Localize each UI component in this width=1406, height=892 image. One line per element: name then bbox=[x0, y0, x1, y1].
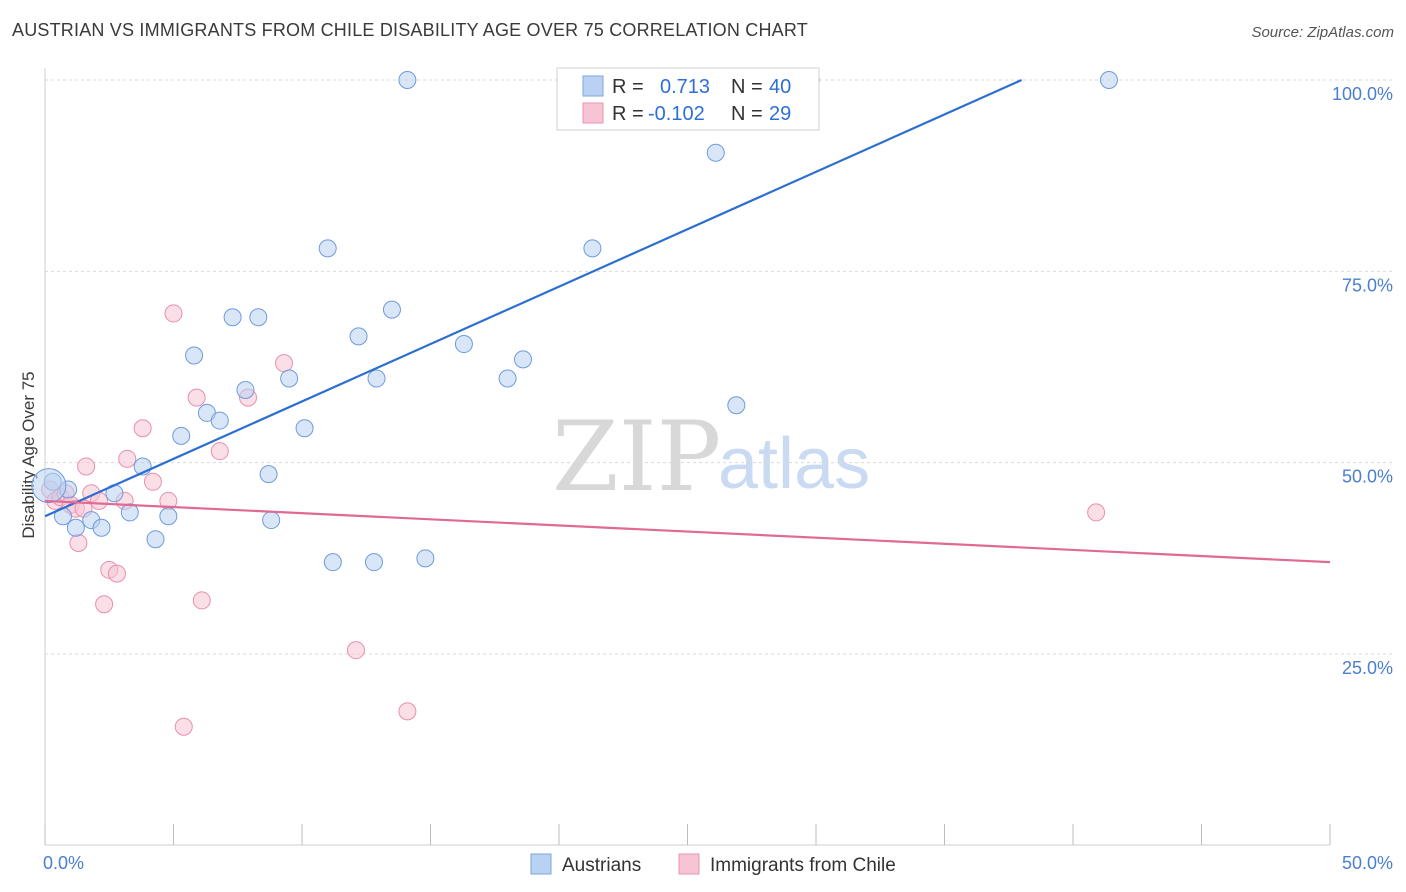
legend-swatch-austrians bbox=[582, 75, 604, 97]
legend-n-label-1: N = bbox=[731, 76, 763, 98]
bottom-legend-austrians: Austrians bbox=[562, 855, 641, 876]
bottom-legend-chile: Immigrants from Chile bbox=[710, 855, 896, 876]
data-point-austrians bbox=[416, 549, 435, 568]
data-point-austrians bbox=[727, 396, 746, 415]
data-point-chile bbox=[174, 717, 193, 736]
data-point-austrians bbox=[259, 465, 278, 484]
data-point-austrians bbox=[583, 239, 602, 258]
data-point-chile bbox=[210, 442, 229, 461]
data-point-austrians bbox=[349, 327, 368, 346]
data-point-chile bbox=[118, 449, 137, 468]
data-point-austrians bbox=[367, 369, 386, 388]
data-point-austrians bbox=[120, 503, 139, 522]
data-point-austrians bbox=[514, 350, 533, 369]
bottom-legend-swatch-chile bbox=[678, 853, 700, 875]
x-tick-label: 50.0% bbox=[1342, 853, 1393, 873]
data-point-chile bbox=[133, 419, 152, 438]
legend-r-value-1: 0.713 bbox=[660, 76, 710, 98]
data-point-austrians bbox=[249, 308, 268, 327]
data-point-austrians bbox=[398, 71, 417, 89]
data-point-austrians bbox=[262, 511, 281, 530]
y-tick-label: 100.0% bbox=[1332, 84, 1393, 104]
y-tick-label: 50.0% bbox=[1342, 467, 1393, 487]
data-point-austrians bbox=[280, 369, 299, 388]
data-point-austrians bbox=[318, 239, 337, 258]
series-legend: Austrians Immigrants from Chile bbox=[530, 853, 896, 876]
x-tick-labels: 0.0% 50.0% bbox=[43, 853, 1393, 873]
legend-r-label-2: R = bbox=[612, 103, 644, 125]
data-point-austrians bbox=[146, 530, 165, 549]
trend-line-austrians bbox=[44, 78, 1023, 518]
data-point-chile bbox=[164, 304, 183, 323]
data-point-chile bbox=[143, 472, 162, 491]
data-point-austrians bbox=[66, 518, 85, 537]
legend-n-value-1: 40 bbox=[769, 76, 791, 98]
stats-legend: R = 0.713 N = 40 R = -0.102 N = 29 bbox=[556, 67, 820, 131]
data-point-austrians bbox=[159, 507, 178, 526]
legend-r-value-2: -0.102 bbox=[648, 103, 705, 125]
bottom-legend-swatch-austrians bbox=[530, 853, 552, 875]
data-point-austrians bbox=[210, 411, 229, 430]
data-point-austrians bbox=[172, 426, 191, 445]
data-point-austrians bbox=[323, 553, 342, 572]
data-point-chile bbox=[398, 702, 417, 721]
data-point-austrians bbox=[185, 346, 204, 365]
legend-n-value-2: 29 bbox=[769, 103, 791, 125]
data-point-austrians bbox=[236, 380, 255, 399]
data-point-chile bbox=[192, 591, 211, 610]
data-point-austrians bbox=[382, 300, 401, 319]
series-austrians bbox=[31, 71, 1118, 572]
data-point-austrians bbox=[295, 419, 314, 438]
data-point-austrians-large bbox=[31, 468, 67, 504]
legend-swatch-chile bbox=[582, 102, 604, 124]
data-point-chile bbox=[275, 354, 294, 373]
legend-r-label-1: R = bbox=[612, 76, 644, 98]
axes bbox=[44, 68, 1331, 846]
gridlines bbox=[45, 79, 1393, 655]
y-axis-label: Disability Age Over 75 bbox=[19, 371, 38, 538]
data-point-austrians bbox=[1099, 71, 1118, 89]
y-tick-label: 25.0% bbox=[1342, 658, 1393, 678]
data-point-austrians bbox=[92, 518, 111, 537]
source-label: Source: ZipAtlas.com bbox=[1251, 24, 1394, 41]
x-tick-label: 0.0% bbox=[43, 853, 84, 873]
y-tick-labels: 25.0% 50.0% 75.0% 100.0% bbox=[1332, 84, 1393, 678]
data-point-austrians bbox=[498, 369, 517, 388]
trend-lines bbox=[44, 78, 1331, 564]
series-immigrants-from-chile bbox=[41, 304, 1106, 736]
data-point-austrians bbox=[706, 143, 725, 162]
data-point-austrians bbox=[223, 308, 242, 327]
data-point-chile bbox=[1087, 503, 1106, 522]
data-point-chile bbox=[77, 457, 96, 476]
watermark-zip: ZIP bbox=[552, 401, 721, 513]
data-point-chile bbox=[187, 388, 206, 407]
data-point-chile bbox=[69, 534, 88, 553]
chart-title: AUSTRIAN VS IMMIGRANTS FROM CHILE DISABI… bbox=[12, 20, 808, 40]
trend-line-chile bbox=[44, 499, 1331, 564]
y-tick-label: 75.0% bbox=[1342, 275, 1393, 295]
data-point-chile bbox=[107, 564, 126, 583]
watermark-atlas: atlas bbox=[718, 424, 870, 504]
data-point-chile bbox=[95, 595, 114, 614]
legend-n-label-2: N = bbox=[731, 103, 763, 125]
data-point-austrians bbox=[454, 335, 473, 354]
data-point-chile bbox=[346, 641, 365, 660]
data-point-austrians bbox=[364, 553, 383, 572]
